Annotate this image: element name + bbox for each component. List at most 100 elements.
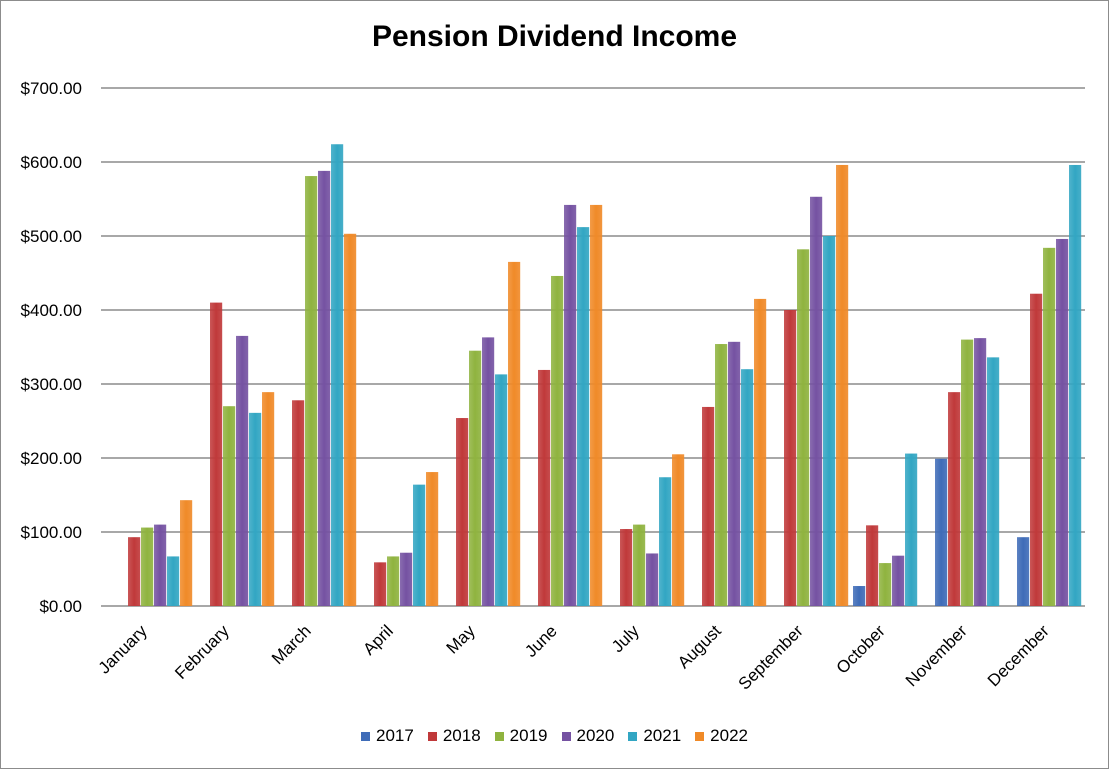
bar-2020-march — [318, 170, 331, 606]
bar-2018-april — [374, 562, 387, 606]
bar-2019-may — [469, 350, 482, 606]
legend-label: 2021 — [643, 726, 682, 745]
bar-2021-august — [741, 369, 754, 606]
legend-swatch — [427, 731, 437, 741]
legend-item-2020: 2020 — [561, 726, 615, 746]
bar-2017-december — [1017, 537, 1030, 606]
y-tick-label: $500.00 — [21, 227, 82, 246]
y-tick-label: $600.00 — [21, 153, 82, 172]
legend-swatch — [695, 731, 705, 741]
bar-2017-october — [853, 586, 866, 606]
bar-2020-february — [236, 335, 249, 606]
x-tick-label: June — [521, 621, 561, 661]
bar-2021-november — [987, 357, 1000, 606]
x-tick-label: August — [674, 621, 725, 672]
x-tick-label: December — [984, 621, 1053, 690]
x-tick-label: July — [608, 621, 643, 656]
bar-2018-august — [702, 406, 715, 606]
bar-2021-may — [495, 374, 508, 606]
bar-2018-december — [1030, 293, 1043, 606]
bar-2020-may — [482, 337, 495, 606]
legend-swatch — [494, 731, 504, 741]
bar-2019-october — [879, 563, 892, 606]
chart-title: Pension Dividend Income — [371, 20, 738, 53]
legend-label: 2018 — [442, 726, 481, 745]
bar-2020-august — [728, 341, 741, 606]
bar-2020-september — [810, 196, 823, 606]
y-tick-label: $400.00 — [21, 301, 82, 320]
bar-2019-november — [961, 339, 974, 606]
bar-2019-january — [141, 527, 154, 606]
bar-2022-january — [180, 500, 193, 606]
bar-2019-september — [797, 249, 810, 606]
legend-label: 2020 — [576, 726, 615, 745]
legend-item-2022: 2022 — [695, 726, 748, 746]
bar-2020-june — [564, 204, 577, 607]
bar-2021-december — [1069, 164, 1082, 606]
bar-2022-july — [672, 454, 685, 606]
bar-2021-january — [167, 556, 180, 606]
y-tick-label: $200.00 — [21, 449, 82, 468]
legend-label: 2017 — [376, 726, 414, 745]
y-tick-label: $100.00 — [21, 523, 82, 542]
bar-2021-october — [905, 453, 918, 606]
chart-legend: 2017 2018 2019 2020 2021 2022 — [0, 726, 1109, 746]
bar-2020-october — [892, 555, 905, 606]
legend-swatch — [361, 731, 371, 741]
bar-2020-july — [646, 553, 659, 606]
y-tick-label: $0.00 — [39, 597, 82, 616]
bar-2020-december — [1056, 238, 1069, 606]
bar-2019-march — [305, 176, 318, 606]
bar-2019-february — [223, 406, 236, 606]
bar-2019-august — [715, 344, 728, 606]
bar-2018-june — [538, 369, 551, 606]
legend-label: 2019 — [509, 726, 548, 745]
legend-swatch — [628, 731, 638, 741]
bar-2022-march — [344, 233, 357, 606]
x-tick-label: February — [171, 621, 233, 683]
x-tick-label: April — [359, 621, 396, 658]
bar-2021-march — [331, 144, 344, 607]
x-tick-label: January — [95, 621, 152, 678]
legend-item-2018: 2018 — [427, 726, 481, 746]
bar-2018-march — [292, 400, 305, 606]
bar-2020-november — [974, 338, 987, 606]
bar-2018-october — [866, 525, 879, 606]
bar-2019-december — [1043, 247, 1056, 606]
x-tick-label: November — [902, 621, 971, 690]
bar-2021-september — [823, 236, 836, 606]
y-tick-label: $300.00 — [21, 375, 82, 394]
bar-2021-february — [249, 412, 262, 606]
bar-2022-april — [426, 472, 439, 606]
bar-2019-july — [633, 524, 646, 606]
legend-item-2019: 2019 — [494, 726, 548, 746]
bar-2022-may — [508, 261, 521, 606]
bar-2018-january — [128, 537, 141, 606]
bar-2021-july — [659, 477, 672, 606]
bar-2021-april — [413, 484, 426, 606]
bar-2018-september — [784, 310, 797, 606]
y-tick-label: $700.00 — [21, 79, 82, 98]
x-tick-label: September — [735, 621, 807, 693]
x-tick-label: May — [443, 621, 479, 657]
bar-2017-november — [935, 458, 948, 606]
legend-item-2021: 2021 — [628, 726, 681, 746]
bar-2018-july — [620, 529, 633, 606]
legend-label: 2022 — [710, 726, 748, 745]
bar-2019-april — [387, 556, 400, 606]
x-tick-label: March — [268, 621, 315, 668]
bar-2020-april — [400, 552, 413, 606]
bar-2018-november — [948, 392, 961, 606]
bar-2022-june — [590, 204, 603, 607]
bar-2019-june — [551, 275, 564, 606]
bar-2022-august — [754, 298, 767, 606]
bar-2020-january — [154, 524, 167, 606]
legend-swatch — [561, 731, 571, 741]
bar-2018-may — [456, 418, 469, 606]
x-tick-label: October — [833, 621, 889, 677]
bar-2021-june — [577, 227, 590, 606]
legend-item-2017: 2017 — [361, 726, 414, 746]
bar-2022-february — [262, 392, 275, 606]
bar-2018-february — [210, 302, 223, 606]
